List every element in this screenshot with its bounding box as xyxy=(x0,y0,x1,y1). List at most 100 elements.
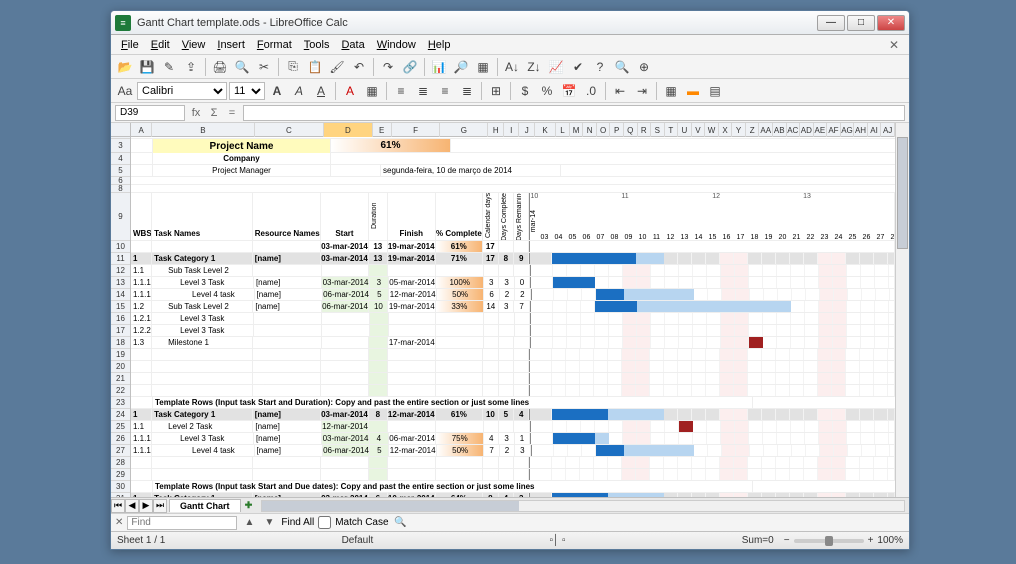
col-header-R[interactable]: R xyxy=(638,123,652,137)
tab-last-button[interactable]: ⏭ xyxy=(153,499,167,513)
col-header-AG[interactable]: AG xyxy=(841,123,855,137)
col-header-O[interactable]: O xyxy=(597,123,611,137)
table-row[interactable]: 1.1.1.1Level 4 task[name]06-mar-2014512-… xyxy=(131,289,895,301)
redo-icon[interactable]: ↷ xyxy=(378,57,398,77)
row-header-21[interactable]: 21 xyxy=(111,373,130,385)
col-header-N[interactable]: N xyxy=(583,123,597,137)
pencil-icon[interactable]: ✎ xyxy=(159,57,179,77)
table-row[interactable]: 1.1Sub Task Level 2 xyxy=(131,265,895,277)
col-header-W[interactable]: W xyxy=(705,123,719,137)
table-row[interactable] xyxy=(131,457,895,469)
row-header-17[interactable]: 17 xyxy=(111,325,130,337)
add-sheet-button[interactable]: ✚ xyxy=(241,500,257,511)
font-color-button[interactable]: A xyxy=(340,81,360,101)
col-header-V[interactable]: V xyxy=(692,123,706,137)
menu-view[interactable]: View xyxy=(176,37,212,53)
row-header-31[interactable]: 31 xyxy=(111,493,130,497)
col-header-L[interactable]: L xyxy=(556,123,570,137)
tab-gantt-chart[interactable]: Gantt Chart xyxy=(169,499,241,512)
menu-tools[interactable]: Tools xyxy=(298,37,336,53)
row-header-25[interactable]: 25 xyxy=(111,421,130,433)
align-right-button[interactable]: ≡ xyxy=(435,81,455,101)
col-header-X[interactable]: X xyxy=(719,123,733,137)
underline-button[interactable]: A xyxy=(311,81,331,101)
col-header-AF[interactable]: AF xyxy=(827,123,841,137)
col-header-M[interactable]: M xyxy=(570,123,584,137)
col-header-S[interactable]: S xyxy=(651,123,665,137)
row-header-24[interactable]: 24 xyxy=(111,409,130,421)
find-options-icon[interactable]: 🔍 xyxy=(393,516,409,530)
table-row[interactable]: Template Rows (Input task Start and Due … xyxy=(131,481,895,493)
row-header-23[interactable]: 23 xyxy=(111,397,130,409)
tab-next-button[interactable]: ▶ xyxy=(139,499,153,513)
col-header-AD[interactable]: AD xyxy=(800,123,814,137)
col-header-E[interactable]: E xyxy=(373,123,392,137)
row-header-15[interactable]: 15 xyxy=(111,301,130,313)
row-header-29[interactable]: 29 xyxy=(111,469,130,481)
table-row[interactable]: 1.1.1Level 3 Task[name]03-mar-2014305-ma… xyxy=(131,277,895,289)
menu-edit[interactable]: Edit xyxy=(145,37,176,53)
table-row[interactable]: 1.2.1Level 3 Task xyxy=(131,313,895,325)
maximize-button[interactable]: □ xyxy=(847,15,875,31)
borders-button[interactable]: ▦ xyxy=(661,81,681,101)
tab-first-button[interactable]: ⏮ xyxy=(111,499,125,513)
table-row[interactable]: 1.1.1Level 3 Task[name]03-mar-2014406-ma… xyxy=(131,433,895,445)
formula-input[interactable] xyxy=(243,105,905,121)
check-icon[interactable]: ✔ xyxy=(568,57,588,77)
table-row[interactable] xyxy=(131,361,895,373)
col-header-Z[interactable]: Z xyxy=(746,123,760,137)
table-row[interactable]: 1Task Category 1[name]03-mar-2014610-mar… xyxy=(131,493,895,497)
vertical-scrollbar[interactable] xyxy=(895,123,909,497)
table-icon[interactable]: ▦ xyxy=(473,57,493,77)
accept-icon[interactable]: = xyxy=(225,106,239,120)
zoom-control[interactable]: −+ 100% xyxy=(784,535,903,546)
table-row[interactable] xyxy=(131,373,895,385)
align-left-button[interactable]: ≡ xyxy=(391,81,411,101)
find-icon[interactable]: 🔎 xyxy=(451,57,471,77)
row-header-12[interactable]: 12 xyxy=(111,265,130,277)
col-header-AJ[interactable]: AJ xyxy=(881,123,895,137)
print-icon[interactable]: 🖨 xyxy=(210,57,230,77)
find-next-button[interactable]: ▼ xyxy=(261,516,277,530)
merge-cells-button[interactable]: ⊞ xyxy=(486,81,506,101)
row-header-28[interactable]: 28 xyxy=(111,457,130,469)
col-header-C[interactable]: C xyxy=(255,123,325,137)
tab-prev-button[interactable]: ◀ xyxy=(125,499,139,513)
undo-icon[interactable]: ↶ xyxy=(349,57,369,77)
zoom-icon[interactable]: 🔍 xyxy=(612,57,632,77)
zoom2-icon[interactable]: ⊕ xyxy=(634,57,654,77)
copy-icon[interactable]: ⎘ xyxy=(283,57,303,77)
col-header-F[interactable]: F xyxy=(392,123,440,137)
table-row[interactable] xyxy=(131,469,895,481)
col-header-K[interactable]: K xyxy=(535,123,556,137)
menu-insert[interactable]: Insert xyxy=(211,37,251,53)
col-header-AI[interactable]: AI xyxy=(868,123,882,137)
col-header-I[interactable]: I xyxy=(504,123,519,137)
close-doc-button[interactable]: ✕ xyxy=(883,38,905,52)
cut-icon[interactable]: ✂ xyxy=(254,57,274,77)
font-name-select[interactable]: Calibri xyxy=(137,82,227,100)
row-header-13[interactable]: 13 xyxy=(111,277,130,289)
find-close-icon[interactable]: ✕ xyxy=(115,517,123,528)
minimize-button[interactable]: — xyxy=(817,15,845,31)
row-header-14[interactable]: 14 xyxy=(111,289,130,301)
row-header-9[interactable]: 9 xyxy=(111,193,130,241)
col-header-AC[interactable]: AC xyxy=(787,123,801,137)
col-header-AE[interactable]: AE xyxy=(814,123,828,137)
col-header-Y[interactable]: Y xyxy=(732,123,746,137)
table-row[interactable]: 1.2Sub Task Level 2[name]06-mar-20141019… xyxy=(131,301,895,313)
table-row[interactable]: 1.1Level 2 Task[name]12-mar-2014 xyxy=(131,421,895,433)
menu-window[interactable]: Window xyxy=(371,37,422,53)
doc-open-icon[interactable]: 📂 xyxy=(115,57,135,77)
indent-dec-button[interactable]: ⇤ xyxy=(610,81,630,101)
percent-button[interactable]: % xyxy=(537,81,557,101)
find-all-button[interactable]: Find All xyxy=(281,517,314,528)
row-header-22[interactable]: 22 xyxy=(111,385,130,397)
col-header-AB[interactable]: AB xyxy=(773,123,787,137)
col-header-P[interactable]: P xyxy=(610,123,624,137)
indent-inc-button[interactable]: ⇥ xyxy=(632,81,652,101)
row-header-11[interactable]: 11 xyxy=(111,253,130,265)
cond-format-button[interactable]: ▤ xyxy=(705,81,725,101)
save-icon[interactable]: 💾 xyxy=(137,57,157,77)
sort-asc-icon[interactable]: A↓ xyxy=(502,57,522,77)
